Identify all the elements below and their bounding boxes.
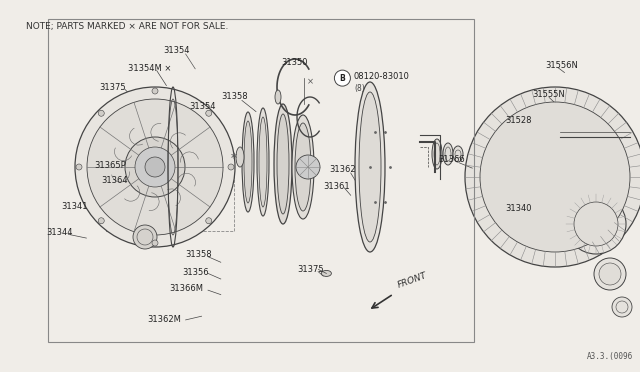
Text: 31361: 31361 [323, 182, 350, 190]
Text: 31362M: 31362M [147, 315, 181, 324]
Text: 31354: 31354 [163, 46, 189, 55]
Text: ∗: ∗ [230, 151, 237, 161]
Bar [48, 19, 474, 342]
Ellipse shape [355, 82, 385, 252]
Text: B: B [340, 74, 345, 83]
Circle shape [99, 110, 104, 116]
Circle shape [152, 240, 158, 246]
Text: 31366: 31366 [438, 155, 465, 164]
Ellipse shape [295, 123, 311, 211]
Text: 08120-83010: 08120-83010 [353, 72, 409, 81]
Ellipse shape [453, 146, 463, 162]
Text: 31341: 31341 [61, 202, 87, 211]
Circle shape [599, 263, 621, 285]
Ellipse shape [277, 114, 289, 214]
Ellipse shape [242, 112, 254, 212]
Circle shape [152, 88, 158, 94]
Ellipse shape [321, 270, 332, 276]
Ellipse shape [274, 104, 292, 224]
Circle shape [296, 155, 320, 179]
Text: 31358: 31358 [221, 92, 248, 101]
Circle shape [99, 218, 104, 224]
Circle shape [335, 70, 351, 86]
Ellipse shape [259, 117, 267, 207]
Ellipse shape [257, 108, 269, 216]
Text: FRONT: FRONT [397, 271, 429, 290]
Text: 31354: 31354 [189, 102, 215, 110]
Circle shape [205, 218, 212, 224]
Ellipse shape [244, 121, 252, 203]
Circle shape [125, 137, 185, 197]
Ellipse shape [359, 92, 381, 242]
Text: 31555N: 31555N [532, 90, 565, 99]
Ellipse shape [275, 90, 281, 104]
Circle shape [76, 164, 82, 170]
Circle shape [612, 297, 632, 317]
Text: 31350: 31350 [281, 58, 308, 67]
Text: 31356: 31356 [182, 268, 209, 277]
Text: 31556N: 31556N [545, 61, 578, 70]
Circle shape [75, 87, 235, 247]
Ellipse shape [443, 143, 453, 165]
Text: 31528: 31528 [506, 116, 532, 125]
Circle shape [594, 258, 626, 290]
Ellipse shape [236, 147, 244, 167]
Ellipse shape [432, 139, 442, 169]
Text: 31344: 31344 [46, 228, 72, 237]
Text: 31375: 31375 [298, 265, 324, 274]
Text: A3.3.(0096: A3.3.(0096 [588, 352, 634, 361]
Circle shape [133, 225, 157, 249]
Circle shape [228, 164, 234, 170]
Circle shape [205, 110, 212, 116]
Text: 31366M: 31366M [170, 284, 204, 293]
Circle shape [145, 157, 165, 177]
Ellipse shape [292, 115, 314, 219]
Circle shape [87, 99, 223, 235]
Text: (8): (8) [355, 84, 365, 93]
Text: 31375: 31375 [99, 83, 126, 92]
Circle shape [566, 194, 626, 254]
Circle shape [135, 147, 175, 187]
Text: 31340: 31340 [506, 204, 532, 213]
Text: 31354M ×: 31354M × [128, 64, 172, 73]
Text: 31362: 31362 [330, 165, 356, 174]
Text: 31364: 31364 [101, 176, 128, 185]
Circle shape [465, 87, 640, 267]
Text: 31365P: 31365P [95, 161, 127, 170]
Bar [106, 153, 234, 231]
Circle shape [480, 102, 630, 252]
Text: 31358: 31358 [186, 250, 212, 259]
Text: ×: × [307, 77, 314, 87]
Text: NOTE; PARTS MARKED × ARE NOT FOR SALE.: NOTE; PARTS MARKED × ARE NOT FOR SALE. [26, 22, 228, 31]
Circle shape [574, 202, 618, 246]
